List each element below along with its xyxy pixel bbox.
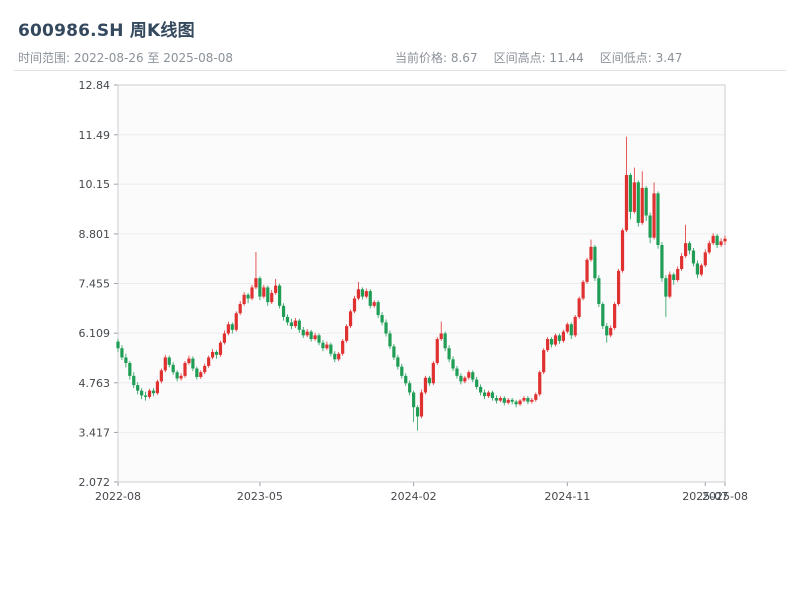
svg-text:12.84: 12.84 — [79, 79, 111, 92]
current-price-label: 当前价格: 8.67 — [395, 51, 478, 65]
svg-text:2023-05: 2023-05 — [237, 490, 283, 503]
svg-text:2025-08: 2025-08 — [702, 490, 748, 503]
svg-text:2.072: 2.072 — [79, 476, 111, 489]
svg-text:2022-08: 2022-08 — [95, 490, 141, 503]
svg-text:2024-02: 2024-02 — [391, 490, 437, 503]
subtitle-row: 时间范围: 2022-08-26 至 2025-08-08 当前价格: 8.67… — [0, 49, 800, 65]
range-high-label: 区间高点: 11.44 — [493, 51, 584, 65]
svg-text:2025-07: 2025-07 — [682, 490, 728, 503]
svg-text:11.49: 11.49 — [79, 129, 111, 142]
svg-text:7.455: 7.455 — [79, 278, 111, 291]
range-low-label: 区间低点: 3.47 — [599, 51, 683, 65]
time-range-label: 时间范围: 2022-08-26 至 2025-08-08 — [18, 51, 233, 65]
stats-row: 当前价格: 8.67 区间高点: 11.44 区间低点: 3.47 — [395, 49, 682, 66]
header-divider — [14, 70, 786, 71]
candlestick-chart: 2.072 3.417 4.763 6.109 7.455 8.801 10.15 11.49… — [0, 75, 800, 535]
page-title: 600986.SH 周K线图 — [18, 21, 195, 41]
svg-text:10.15: 10.15 — [79, 178, 111, 191]
svg-text:8.801: 8.801 — [79, 228, 111, 241]
svg-text:6.109: 6.109 — [79, 327, 111, 340]
kline-chart-svg: 2.072 3.417 4.763 6.109 7.455 8.801 10.15 11.49… — [79, 79, 748, 503]
svg-text:4.763: 4.763 — [79, 377, 111, 390]
svg-text:3.417: 3.417 — [79, 426, 111, 439]
svg-text:2024-11: 2024-11 — [544, 490, 590, 503]
